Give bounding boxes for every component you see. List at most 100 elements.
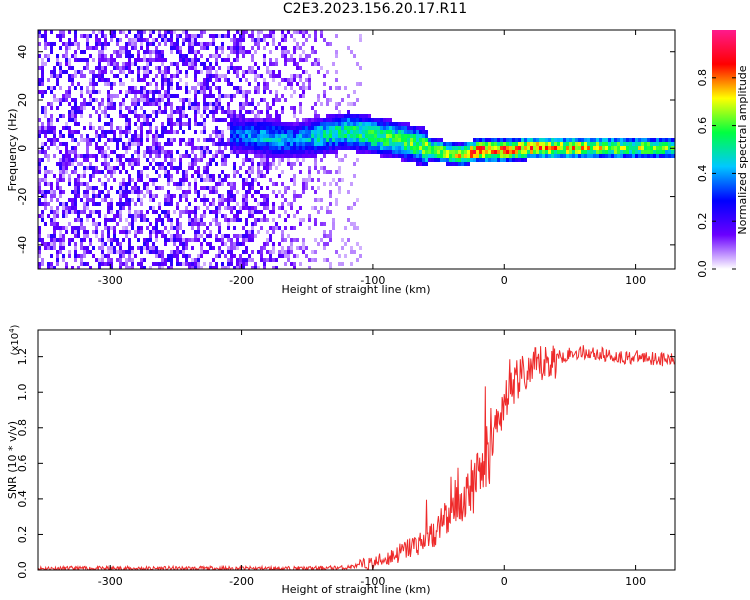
heatmap-cell [254,74,257,78]
heatmap-cell [281,138,284,142]
heatmap-cell [194,118,197,122]
heatmap-cell [149,42,152,46]
heatmap-cell [92,198,95,202]
heatmap-cell [377,150,380,154]
heatmap-cell [314,158,317,162]
heatmap-cell [584,150,587,154]
heatmap-cell [74,158,77,162]
heatmap-cell [326,70,329,74]
heatmap-cell [239,174,242,178]
heatmap-cell [191,226,194,230]
heatmap-cell [98,102,101,106]
heatmap-cell [185,122,188,126]
heatmap-cell [68,62,71,66]
heatmap-cell [74,178,77,182]
heatmap-cell [323,154,326,158]
heatmap-cell [203,86,206,90]
heatmap-cell [272,246,275,250]
heatmap-cell [284,146,287,150]
heatmap-cell [92,46,95,50]
heatmap-cell [287,30,290,34]
heatmap-cell [314,138,317,142]
heatmap-cell [251,222,254,226]
heatmap-cell [74,242,77,246]
heatmap-cell [77,190,80,194]
heatmap-cell [56,198,59,202]
heatmap-cell [71,134,74,138]
heatmap-cell [302,186,305,190]
heatmap-cell [260,250,263,254]
heatmap-cell [140,210,143,214]
heatmap-cell [56,222,59,226]
heatmap-cell [83,226,86,230]
heatmap-cell [74,146,77,150]
heatmap-cell [614,146,617,150]
heatmap-cell [557,138,560,142]
heatmap-cell [179,110,182,114]
heatmap-cell [155,38,158,42]
heatmap-cell [47,78,50,82]
heatmap-cell [74,186,77,190]
heatmap-cell [644,154,647,158]
heatmap-cell [545,150,548,154]
heatmap-cell [344,86,347,90]
heatmap-cell [194,210,197,214]
heatmap-cell [290,106,293,110]
heatmap-cell [218,182,221,186]
heatmap-cell [344,254,347,258]
heatmap-cell [107,206,110,210]
heatmap-cell [317,70,320,74]
heatmap-cell [47,202,50,206]
heatmap-cell [167,230,170,234]
heatmap-cell [92,78,95,82]
heatmap-cell [56,206,59,210]
heatmap-cell [641,154,644,158]
heatmap-cell [662,154,665,158]
heatmap-cell [224,78,227,82]
heatmap-cell [203,170,206,174]
heatmap-cell [242,118,245,122]
heatmap-cell [92,70,95,74]
heatmap-cell [272,150,275,154]
heatmap-cell [197,106,200,110]
heatmap-cell [350,134,353,138]
heatmap-cell [671,150,674,154]
heatmap-cell [50,262,53,266]
heatmap-cell [197,174,200,178]
heatmap-cell [503,138,506,142]
heatmap-cell [257,170,260,174]
heatmap-cell [47,182,50,186]
heatmap-cell [566,146,569,150]
heatmap-cell [188,166,191,170]
heatmap-cell [41,82,44,86]
heatmap-cell [164,78,167,82]
heatmap-cell [398,122,401,126]
heatmap-cell [254,142,257,146]
heatmap-cell [242,134,245,138]
heatmap-cell [143,98,146,102]
heatmap-cell [182,62,185,66]
heatmap-cell [77,214,80,218]
heatmap-cell [86,142,89,146]
heatmap-cell [488,138,491,142]
heatmap-cell [542,142,545,146]
heatmap-cell [191,66,194,70]
heatmap-cell [41,242,44,246]
heatmap-cell [386,118,389,122]
heatmap-cell [281,250,284,254]
heatmap-cell [233,166,236,170]
heatmap-cell [98,146,101,150]
heatmap-cell [659,150,662,154]
heatmap-cell [467,142,470,146]
heatmap-cell [188,46,191,50]
heatmap-cell [602,150,605,154]
heatmap-cell [623,142,626,146]
heatmap-cell [128,222,131,226]
heatmap-cell [179,226,182,230]
heatmap-cell [59,234,62,238]
heatmap-cell [479,150,482,154]
heatmap-cell [128,138,131,142]
heatmap-cell [227,190,230,194]
heatmap-cell [383,154,386,158]
heatmap-cell [518,138,521,142]
